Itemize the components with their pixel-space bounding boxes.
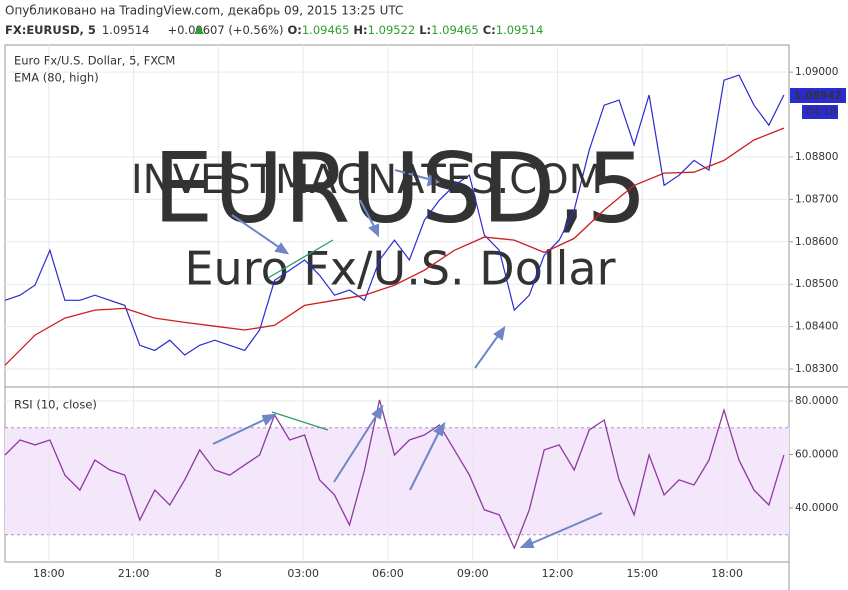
x-tick-label: 06:00 xyxy=(372,567,404,580)
last: 1.09514 xyxy=(102,23,150,37)
price-label: 1.08942 xyxy=(794,90,842,102)
published-line: Опубликовано на TradingView.com, декабрь… xyxy=(5,4,403,18)
y-tick-label: 1.08600 xyxy=(795,236,838,248)
chart-title: Euro Fx/U.S. Dollar, 5, FXCM xyxy=(14,54,175,68)
x-tick-label: 18:00 xyxy=(711,567,743,580)
series-line xyxy=(4,74,785,356)
watermark-brand: INVESTMAGNATES.COM xyxy=(131,157,603,203)
y-tick-label: 60.0000 xyxy=(795,448,838,460)
up-arrow xyxy=(194,26,204,34)
x-tick-label: 03:00 xyxy=(287,567,319,580)
open-label: O: xyxy=(287,23,301,37)
series-line xyxy=(4,127,785,366)
y-tick-label: 1.08800 xyxy=(795,151,838,163)
y-tick-label: 40.0000 xyxy=(795,502,838,514)
high-label: H: xyxy=(353,23,367,37)
rsi-band xyxy=(5,427,789,535)
trend-line xyxy=(271,411,329,431)
y-tick-label: 1.08700 xyxy=(795,193,838,205)
countdown-badge xyxy=(802,105,838,119)
line-layer xyxy=(4,74,785,550)
symbol: FX:EURUSD, 5 xyxy=(5,23,96,37)
watermark: EURUSD,5 xyxy=(153,132,647,244)
x-tick-label: 12:00 xyxy=(542,567,574,580)
close: 1.09514 xyxy=(496,23,544,37)
low: 1.09465 xyxy=(431,23,479,37)
x-tick-label: 21:00 xyxy=(118,567,150,580)
y-tick-label: 1.08500 xyxy=(795,278,838,290)
watermark: Euro Fx/U.S. Dollar xyxy=(184,242,615,296)
arrows xyxy=(212,169,603,548)
high: 1.09522 xyxy=(368,23,416,37)
x-tick-label: 09:00 xyxy=(457,567,489,580)
y-tick-label: 1.08400 xyxy=(795,321,838,333)
x-tick-label: 8 xyxy=(215,567,222,580)
x-tick-label: 15:00 xyxy=(626,567,658,580)
open: 1.09465 xyxy=(302,23,350,37)
countdown: 04:18 xyxy=(806,106,836,118)
change: +0.00607 (+0.56%) xyxy=(167,23,283,37)
price-badge xyxy=(790,88,846,103)
y-tick-label: 80.0000 xyxy=(795,395,838,407)
legend-entry: RSI (10, close) xyxy=(14,398,97,412)
y-tick-label: 1.08300 xyxy=(795,363,838,375)
legend-entry: EMA (80, high) xyxy=(14,71,99,85)
low-label: L: xyxy=(419,23,431,37)
ticker-line: FX:EURUSD, 5 1.09514 +0.00607 (+0.56%) O:1.… xyxy=(5,23,543,37)
series-line xyxy=(4,399,785,550)
trend-line xyxy=(267,239,334,279)
overlay-layer: INVESTMAGNATES.COM 1.08942 04:18 xyxy=(131,88,846,548)
close-label: C: xyxy=(483,23,496,37)
x-tick-label: 18:00 xyxy=(33,567,65,580)
y-tick-label: 1.09000 xyxy=(795,66,838,78)
